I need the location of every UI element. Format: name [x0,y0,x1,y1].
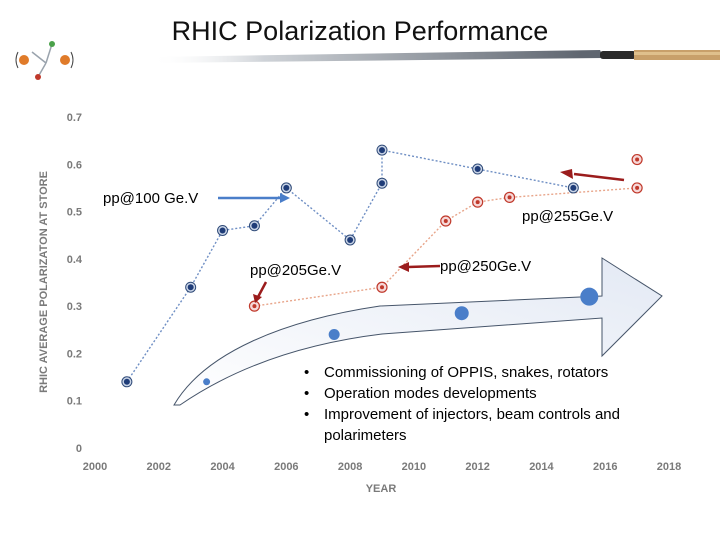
y-tick-label: 0.2 [67,348,82,360]
y-tick-label: 0.4 [67,254,83,266]
data-point-pp100 [121,376,133,388]
arrow-pp250 [407,264,441,269]
slide-title: RHIC Polarization Performance [171,16,549,46]
data-point-pp100 [344,234,356,246]
data-point-pp250 [631,153,643,166]
y-tick-label: 0.7 [67,112,82,124]
y-tick-label: 0.5 [67,207,82,219]
data-point-core [570,184,577,191]
data-point-pp100 [217,224,229,236]
arrow-pp250-head [398,262,409,272]
x-tick-label: 2004 [210,461,235,473]
data-point-pp250 [376,281,388,293]
label-pp100: pp@100 Ge.V [103,190,199,207]
projection-point [454,306,469,321]
annotation-arrows [218,169,625,303]
progress-arrow [173,257,663,406]
arrow-pp255 [573,172,625,182]
data-point-core [380,285,384,290]
x-tick-label: 2008 [338,461,362,473]
x-tick-label: 2016 [593,461,617,473]
projection-point [328,329,340,341]
data-point-core [252,304,257,309]
x-tick-label: 2014 [529,461,554,473]
data-point-pp100 [567,182,579,194]
data-point-core [219,227,226,234]
data-point-core [251,222,258,229]
data-point-core [507,195,512,200]
projection-point [203,378,211,386]
data-point-core [123,378,130,385]
data-point-core [379,147,385,154]
arrow-pp255-head [560,169,573,179]
brush-decoration [150,50,720,63]
data-point-core [635,185,640,190]
data-point-pp250 [503,191,516,203]
data-point-core [379,180,385,187]
y-axis-title: RHIC AVERAGE POLARIZATON AT STORE [38,171,50,393]
improvement-bullets: Commissioning of OPPIS, snakes, rotators… [302,362,702,446]
x-tick-label: 2002 [147,461,171,473]
data-point-pp100 [376,144,388,156]
data-point-pp100 [248,220,260,232]
label-pp255: pp@255Ge.V [522,208,614,225]
x-tick-label: 2018 [657,461,681,473]
data-point-pp100 [472,163,484,175]
data-point-pp100 [185,281,197,293]
data-point-pp250 [631,182,643,194]
bullet-item: Commissioning of OPPIS, snakes, rotators [302,362,702,383]
arrow-pp205 [256,281,268,298]
x-tick-label: 2010 [402,461,426,473]
data-point-pp250 [248,300,261,312]
data-point-pp250 [440,215,452,227]
y-tick-label: 0.3 [67,301,82,313]
data-point-pp100 [376,177,388,189]
bullet-item: Operation modes developments [302,383,702,404]
spin-logo-icon [15,41,74,80]
data-point-core [347,236,354,243]
x-tick-label: 2012 [465,461,489,473]
series-line-pp250 [254,187,638,307]
label-pp205: pp@205Ge.V [250,262,342,279]
y-tick-label: 0.1 [67,396,82,408]
x-tick-label: 2000 [83,461,107,473]
arrow-pp205-head [253,294,262,303]
data-point-core [283,184,290,191]
data-point-core [475,200,480,205]
data-point-pp250 [472,196,484,208]
arrow-pp100-head [280,193,290,203]
y-tick-label: 0.6 [67,159,82,171]
data-point-core [187,284,194,291]
data-point-core [474,166,481,173]
y-tick-label: 0 [76,443,82,455]
data-point-core [635,157,640,162]
x-tick-label: 2006 [274,461,298,473]
data-point-pp100 [280,182,292,194]
projection-point [580,287,599,306]
data-point-core [443,219,448,224]
bullet-item: Improvement of injectors, beam controls … [302,404,702,446]
x-axis-title: YEAR [366,483,397,495]
label-pp250: pp@250Ge.V [440,258,532,275]
